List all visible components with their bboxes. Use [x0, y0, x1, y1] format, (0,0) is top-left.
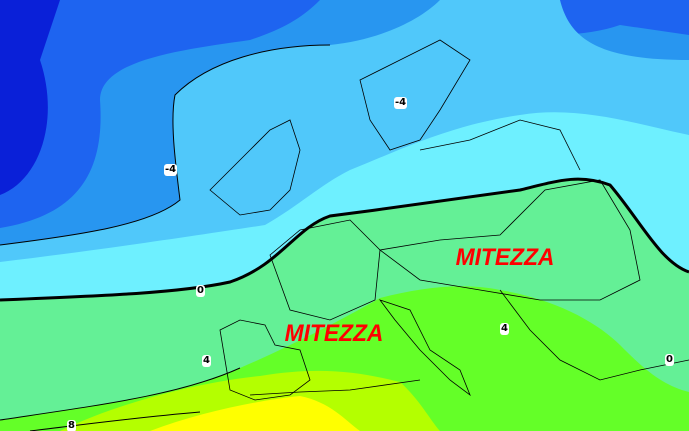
isoline-4: [0, 367, 241, 421]
contour-label: -4: [164, 164, 178, 176]
zero-isoline: [0, 177, 689, 302]
band-yellow: [150, 396, 360, 431]
contour-label: 8: [67, 420, 76, 431]
contour-label: 4: [202, 355, 211, 367]
isoline-8: [29, 411, 201, 431]
isoline-minus4: [0, 44, 331, 246]
country-borders: [209, 39, 689, 401]
contour-label: -4: [394, 97, 408, 109]
annotation-mitezza: MITEZZA: [284, 320, 384, 347]
contour-label: 0: [196, 285, 205, 297]
contour-label: 0: [665, 354, 674, 366]
contour-label: 4: [500, 323, 509, 335]
annotation-mitezza: MITEZZA: [455, 244, 555, 271]
